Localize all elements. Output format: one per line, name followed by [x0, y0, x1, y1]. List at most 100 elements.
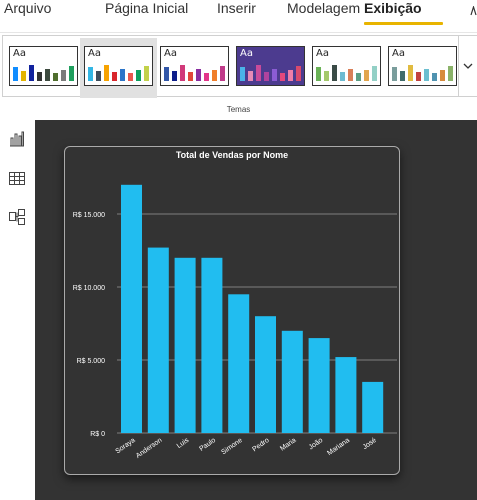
chevron-down-icon	[463, 63, 473, 69]
report-view-icon[interactable]	[8, 130, 26, 148]
theme-swatch-bar	[220, 66, 225, 81]
theme-swatch-bar	[296, 66, 301, 81]
theme-swatch-bar	[112, 72, 117, 81]
theme-thumbnail[interactable]: Aa	[160, 46, 229, 86]
theme-swatch-bar	[240, 67, 245, 81]
theme-swatch-bar	[248, 71, 253, 81]
theme-swatch-bar	[212, 70, 217, 81]
theme-thumbnail[interactable]: Aa	[312, 46, 381, 86]
theme-swatch-bar	[88, 67, 93, 81]
tab-inserir[interactable]: Inserir	[217, 0, 256, 16]
theme-swatch-bar	[196, 69, 201, 81]
theme-swatch-bar	[204, 73, 209, 81]
bar-chart-visual[interactable]: Total de Vendas por Nome R$ 0 R$ 5.000 R$ …	[64, 146, 400, 475]
tab-arquivo[interactable]: Arquivo	[4, 0, 52, 16]
theme-aa-label: Aa	[13, 48, 26, 59]
theme-swatch-bar	[180, 65, 185, 81]
theme-swatch-bar	[424, 69, 429, 81]
theme-swatch-bar	[324, 71, 329, 81]
x-tick-label: Maria	[279, 437, 297, 453]
bar	[147, 247, 169, 433]
theme-thumbnail[interactable]: Aa	[84, 46, 153, 86]
theme-swatch-bar	[256, 65, 261, 81]
theme-thumbnail[interactable]: Aa	[236, 46, 305, 86]
themes-expand-button[interactable]	[458, 35, 477, 97]
chart-plot: R$ 0 R$ 5.000 R$ 10.000 R$ 15.000 SorayaAnde…	[73, 184, 397, 460]
theme-aa-label: Aa	[316, 48, 329, 59]
ribbon-view-panel: Aa Aa Aa Aa Aa Aa Temas	[0, 32, 477, 122]
theme-swatch-bar	[356, 73, 361, 81]
chart-title: Total de Vendas por Nome	[175, 150, 289, 160]
theme-swatch-bar	[264, 72, 269, 81]
theme-aa-label: Aa	[164, 48, 177, 59]
theme-swatch-bar	[45, 69, 50, 81]
theme-swatch-bar	[69, 66, 74, 81]
theme-swatch-bar	[392, 67, 397, 81]
view-switcher-rail	[0, 120, 35, 500]
theme-swatch-bar	[416, 72, 421, 81]
theme-swatch-bar	[340, 72, 345, 81]
theme-swatch-bar	[29, 65, 34, 81]
theme-swatch-bar	[96, 71, 101, 81]
theme-thumbnail[interactable]: Aa	[9, 46, 78, 86]
data-view-icon[interactable]	[8, 170, 26, 188]
theme-swatch-bar	[13, 67, 18, 81]
active-tab-underline	[364, 22, 443, 25]
theme-swatch-bar	[280, 73, 285, 81]
x-tick-label: Mariana	[326, 437, 351, 457]
theme-aa-label: Aa	[392, 48, 405, 59]
bar	[121, 184, 142, 433]
theme-swatch-bar	[188, 72, 193, 81]
x-tick-label: Paulo	[198, 437, 217, 453]
x-tick-label: José	[362, 437, 378, 451]
bar	[228, 294, 250, 433]
bar	[308, 338, 330, 433]
bar	[255, 316, 276, 433]
theme-swatch-bar	[37, 72, 42, 81]
y-tick-label: R$ 10.000	[73, 285, 105, 292]
theme-swatch-bar	[144, 66, 149, 81]
theme-swatch-bar	[172, 71, 177, 81]
theme-swatch-bar	[408, 65, 413, 81]
tab-pagina-inicial[interactable]: Página Inicial	[105, 0, 189, 16]
bar	[335, 357, 357, 433]
themes-group-label: Temas	[226, 105, 251, 114]
tab-overflow	[470, 6, 477, 16]
theme-swatch-bar	[164, 67, 169, 81]
theme-swatch-bar	[53, 73, 58, 81]
theme-swatch-bar	[400, 71, 405, 81]
theme-swatch-bar	[104, 65, 109, 81]
bar	[281, 330, 303, 433]
theme-swatch-bar	[61, 70, 66, 81]
theme-swatch-bar	[128, 73, 133, 81]
tab-exibicao[interactable]: Exibição	[364, 0, 422, 16]
x-tick-label: Pedro	[251, 437, 270, 454]
bar	[201, 257, 223, 433]
theme-thumbnail[interactable]: Aa	[388, 46, 457, 86]
tab-modelagem[interactable]: Modelagem	[287, 0, 361, 16]
theme-swatch-bar	[440, 70, 445, 81]
themes-gallery: Aa Aa Aa Aa Aa Aa	[2, 35, 460, 98]
x-tick-label: Simone	[220, 437, 244, 456]
y-tick-label: R$ 0	[90, 431, 105, 438]
theme-swatch-bar	[120, 69, 125, 81]
theme-swatch-bar	[448, 66, 453, 81]
model-view-icon[interactable]	[8, 208, 26, 226]
x-tick-label: Soraya	[114, 437, 136, 456]
theme-swatch-bar	[348, 69, 353, 81]
theme-aa-label: Aa	[240, 48, 253, 59]
theme-swatch-bar	[288, 70, 293, 81]
theme-swatch-bar	[21, 71, 26, 81]
bar	[362, 381, 384, 433]
theme-swatch-bar	[316, 67, 321, 81]
theme-swatch-bar	[136, 70, 141, 81]
theme-swatch-bar	[372, 66, 377, 81]
x-tick-label: João	[308, 437, 325, 452]
theme-swatch-bar	[332, 65, 337, 81]
theme-swatch-bar	[364, 70, 369, 81]
y-tick-label: R$ 15.000	[73, 212, 105, 219]
theme-swatch-bar	[272, 69, 277, 81]
y-tick-label: R$ 5.000	[77, 358, 106, 365]
ribbon-tabs: Arquivo Página Inicial Inserir Modelagem…	[0, 0, 477, 28]
x-tick-label: Anderson	[135, 437, 164, 460]
